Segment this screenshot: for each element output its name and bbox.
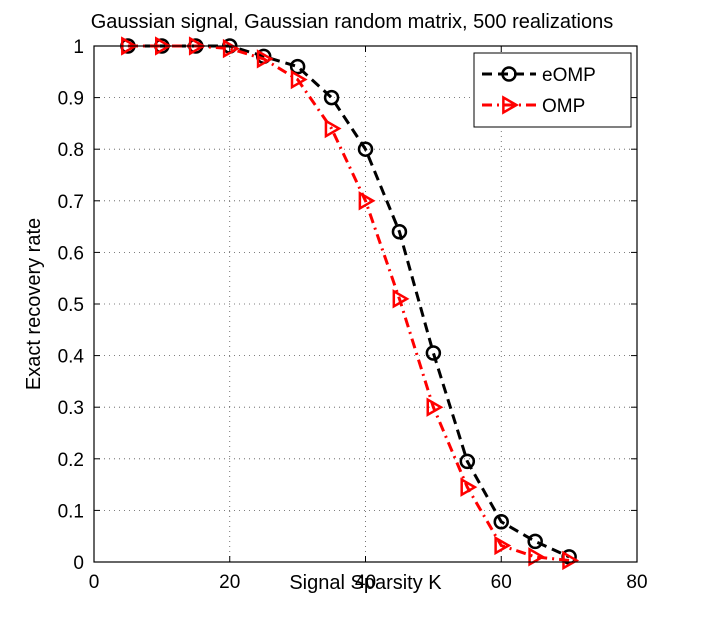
data-point-eomp bbox=[425, 345, 442, 361]
legend-label-omp: OMP bbox=[542, 96, 585, 117]
y-tick-label: 0.8 bbox=[58, 140, 84, 161]
data-point-eomp bbox=[527, 533, 543, 550]
data-point-omp bbox=[222, 38, 240, 59]
legend: eOMP OMP bbox=[473, 52, 632, 128]
data-point-eomp bbox=[289, 58, 306, 75]
x-tick-label: 0 bbox=[89, 572, 100, 593]
data-point-omp bbox=[494, 535, 512, 556]
y-tick-label: 0.7 bbox=[58, 192, 84, 213]
data-point-omp bbox=[256, 49, 274, 69]
data-point-eomp bbox=[391, 224, 408, 240]
legend-marker-eomp bbox=[501, 66, 517, 82]
y-tick-label: 0.9 bbox=[58, 89, 84, 110]
legend-marker-omp bbox=[502, 95, 520, 115]
data-point-omp bbox=[460, 477, 478, 497]
data-point-eomp bbox=[459, 453, 476, 470]
y-tick-label: 0 bbox=[73, 553, 84, 574]
legend-item-omp: OMP bbox=[482, 95, 585, 117]
x-tick-label: 40 bbox=[355, 572, 376, 593]
y-tick-label: 0.4 bbox=[58, 347, 85, 368]
y-tick-label: 0.2 bbox=[58, 450, 84, 471]
y-axis-label: Exact recovery rate bbox=[23, 218, 45, 390]
legend-box bbox=[473, 52, 632, 128]
legend-label-eomp: eOMP bbox=[542, 65, 596, 86]
data-point-omp bbox=[426, 397, 444, 417]
chart-title: Gaussian signal, Gaussian random matrix,… bbox=[91, 11, 613, 33]
legend-item-eomp: eOMP bbox=[482, 65, 596, 86]
y-tick-label: 0.5 bbox=[58, 295, 84, 316]
x-tick-label: 80 bbox=[626, 572, 647, 593]
x-tick-label: 60 bbox=[491, 572, 512, 593]
data-point-omp bbox=[528, 547, 546, 567]
ticks: 0 20 40 60 80 0 0.1 0.2 0.3 0.4 0.5 0.6 0.7 0.8 0.9 1 bbox=[58, 37, 648, 593]
y-tick-label: 0.1 bbox=[58, 501, 84, 522]
x-tick-label: 20 bbox=[219, 572, 240, 593]
data-point-omp bbox=[290, 69, 308, 90]
data-point-omp bbox=[562, 550, 580, 571]
data-point-omp bbox=[324, 118, 342, 139]
data-point-omp bbox=[392, 289, 410, 309]
x-axis-label: Signal Sparsity K bbox=[289, 572, 442, 594]
y-tick-label: 0.6 bbox=[58, 243, 84, 264]
grid bbox=[94, 46, 637, 562]
y-tick-label: 0.3 bbox=[58, 398, 84, 419]
data-point-eomp bbox=[493, 514, 509, 530]
data-point-eomp bbox=[323, 89, 340, 106]
data-point-omp bbox=[358, 191, 376, 211]
data-point-eomp bbox=[357, 141, 374, 157]
y-tick-label: 1 bbox=[73, 37, 84, 58]
